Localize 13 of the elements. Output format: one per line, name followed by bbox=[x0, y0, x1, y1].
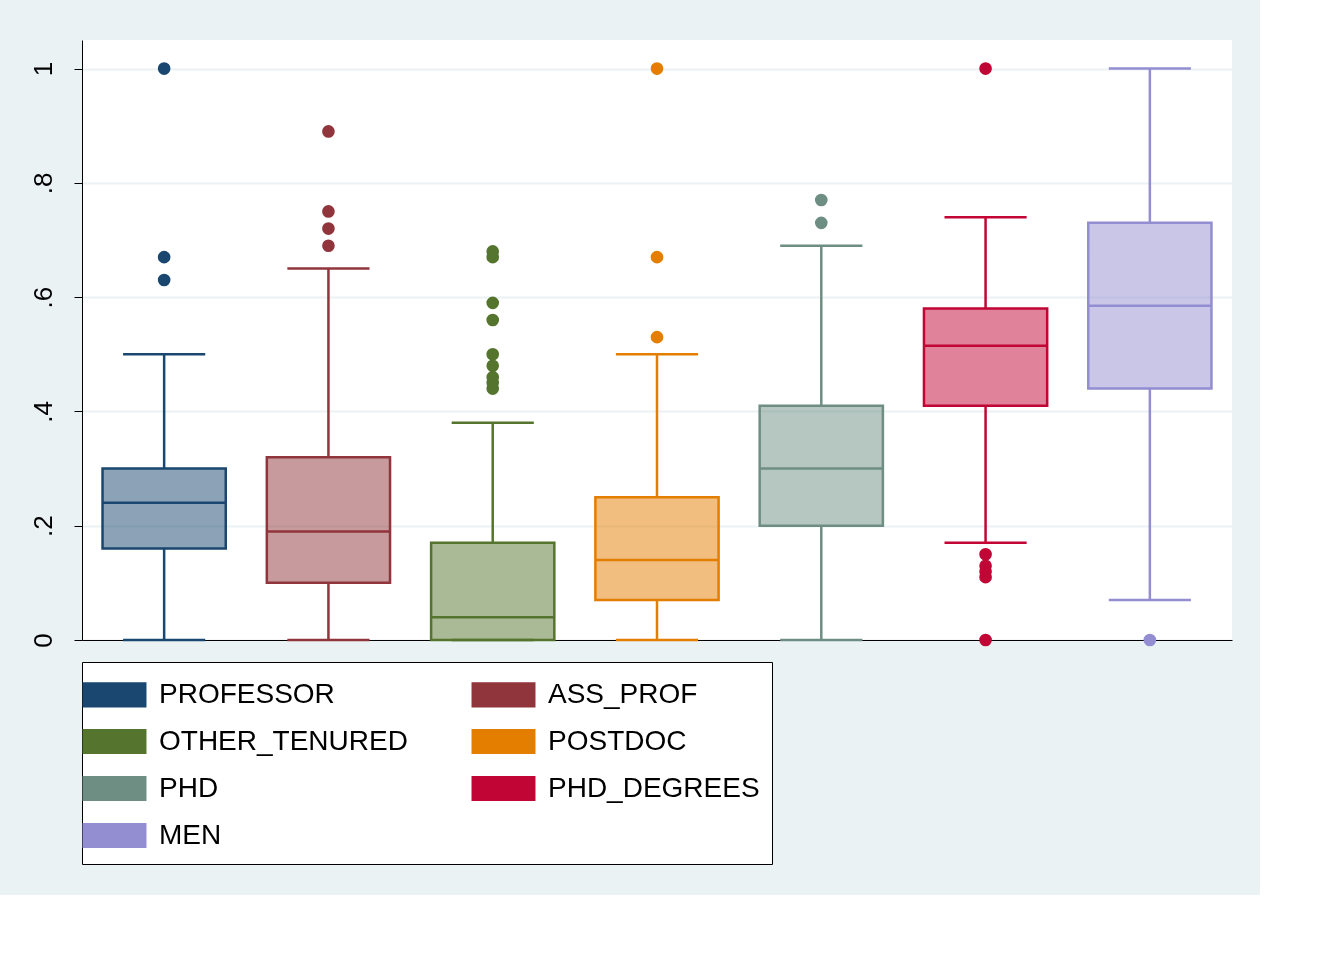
legend-label: POSTDOC bbox=[548, 724, 687, 756]
legend-label: PROFESSOR bbox=[159, 677, 335, 709]
y-tick-label: .4 bbox=[27, 401, 58, 423]
legend-label: PHD bbox=[159, 771, 219, 803]
y-tick-label: 1 bbox=[27, 61, 58, 77]
legend-label: OTHER_TENURED bbox=[159, 724, 408, 756]
y-tick-label: .2 bbox=[27, 515, 58, 538]
y-tick-label: .8 bbox=[27, 172, 58, 195]
y-tick-label: 0 bbox=[27, 633, 58, 648]
legend-label: MEN bbox=[159, 818, 222, 850]
y-tick-label: .6 bbox=[27, 286, 58, 309]
legend-label: PHD_DEGREES bbox=[548, 771, 760, 803]
legend-label: ASS_PROF bbox=[548, 677, 698, 709]
